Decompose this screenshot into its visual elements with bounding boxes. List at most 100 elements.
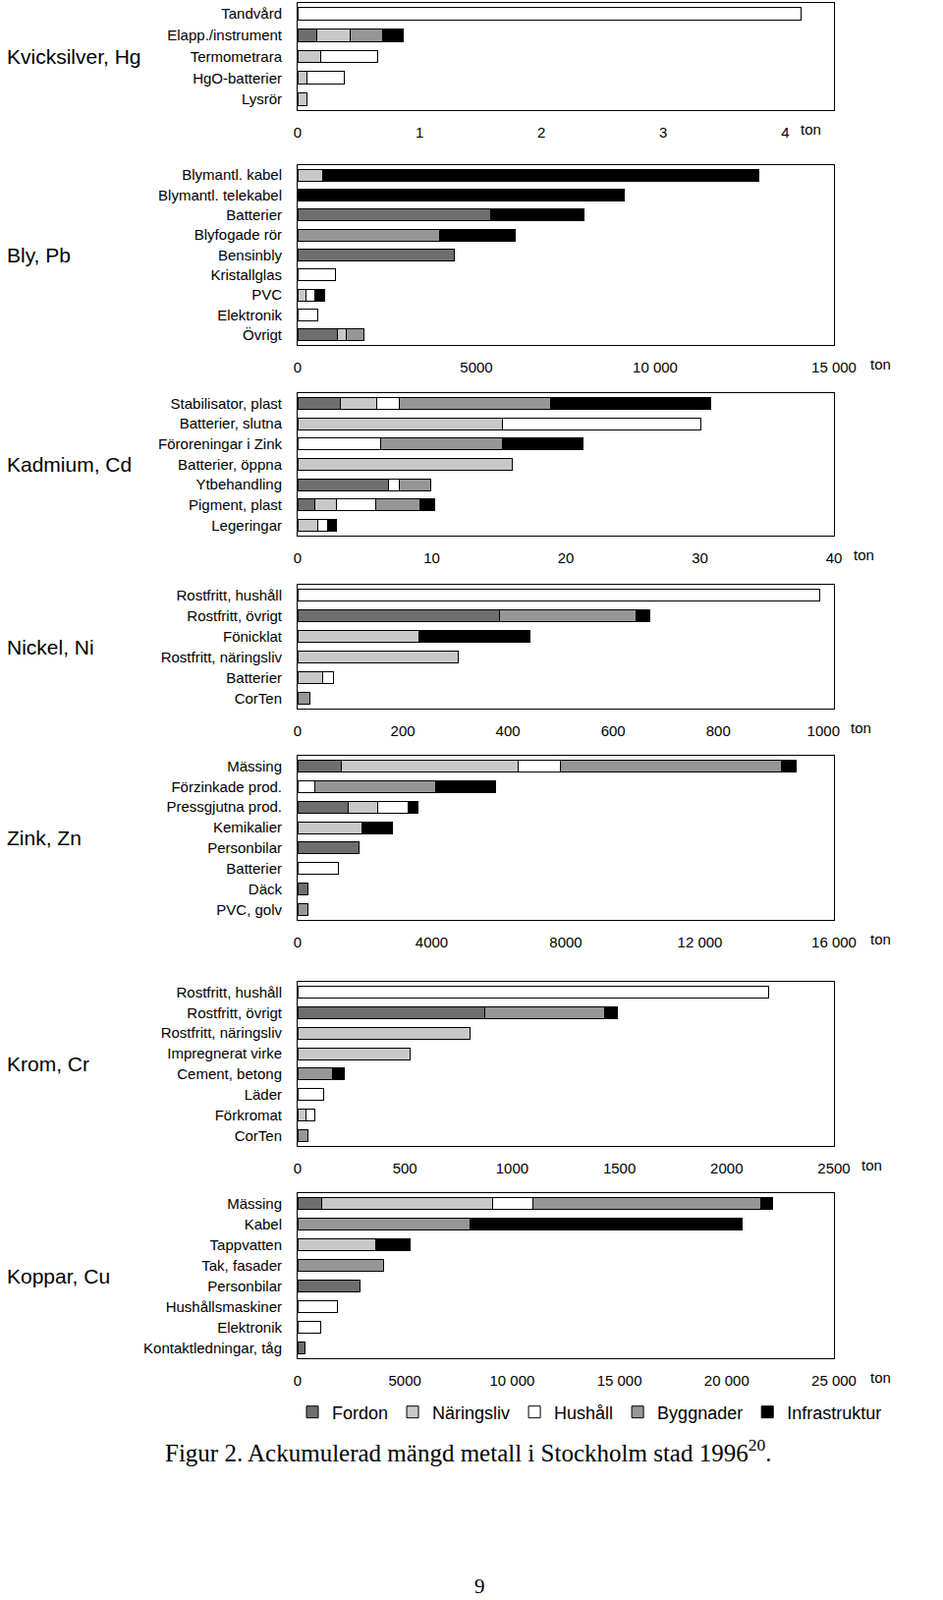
svg-text:Elapp./instrument: Elapp./instrument [166, 26, 283, 44]
svg-text:600: 600 [601, 721, 626, 739]
svg-text:Föroreningar i Zink: Föroreningar i Zink [158, 435, 282, 452]
svg-text:ton: ton [850, 719, 872, 736]
svg-text:500: 500 [392, 1159, 418, 1176]
svg-text:Rostfritt, övrigt: Rostfritt, övrigt [186, 1003, 283, 1021]
svg-text:Termometrara: Termometrara [190, 48, 283, 65]
svg-text:Batterier, öppna: Batterier, öppna [177, 455, 283, 473]
svg-text:4: 4 [780, 123, 789, 141]
svg-text:Batterier: Batterier [225, 859, 282, 877]
svg-text:0: 0 [293, 1371, 302, 1388]
svg-text:3: 3 [659, 123, 667, 141]
svg-text:4000: 4000 [415, 933, 448, 950]
svg-text:Infrastruktur: Infrastruktur [786, 1402, 882, 1423]
svg-text:Personbilar: Personbilar [207, 1276, 282, 1294]
svg-text:Rostfritt, hushåll: Rostfritt, hushåll [175, 983, 282, 1000]
svg-text:Kadmium, Cd: Kadmium, Cd [6, 452, 132, 476]
svg-text:PVC: PVC [251, 285, 282, 303]
svg-text:Läder: Läder [244, 1085, 282, 1103]
svg-text:Rostfritt, övrigt: Rostfritt, övrigt [186, 607, 283, 624]
svg-text:40: 40 [826, 549, 843, 566]
svg-text:2: 2 [537, 123, 546, 141]
svg-text:16 000: 16 000 [811, 933, 857, 950]
svg-text:0: 0 [293, 933, 302, 950]
svg-text:Stabilisator, plast: Stabilisator, plast [170, 394, 283, 412]
svg-text:Kristallglas: Kristallglas [210, 266, 282, 283]
svg-text:20 000: 20 000 [704, 1371, 750, 1388]
svg-text:0: 0 [293, 549, 302, 566]
svg-text:Zink, Zn: Zink, Zn [6, 826, 82, 849]
svg-text:0: 0 [293, 358, 302, 376]
svg-text:10 000: 10 000 [632, 358, 678, 376]
svg-text:0: 0 [293, 1159, 302, 1176]
svg-text:PVC, golv: PVC, golv [216, 900, 282, 918]
svg-text:Hushåll: Hushåll [554, 1402, 613, 1423]
svg-text:Elektronik: Elektronik [217, 1318, 282, 1335]
svg-text:Bly, Pb: Bly, Pb [6, 243, 71, 267]
svg-text:CorTen: CorTen [234, 1126, 282, 1144]
svg-text:15 000: 15 000 [597, 1371, 643, 1388]
svg-text:Förkromat: Förkromat [215, 1106, 283, 1123]
svg-text:20: 20 [557, 549, 575, 566]
svg-text:Batterier: Batterier [225, 668, 282, 686]
svg-text:200: 200 [390, 721, 416, 739]
svg-text:Koppar, Cu: Koppar, Cu [6, 1264, 111, 1287]
svg-text:30: 30 [691, 549, 709, 566]
svg-text:Ytbehandling: Ytbehandling [195, 475, 282, 493]
svg-text:Rostfritt, näringsliv: Rostfritt, näringsliv [161, 1023, 283, 1041]
svg-text:Mässing: Mässing [226, 757, 282, 775]
svg-text:Bensinbly: Bensinbly [218, 246, 283, 264]
svg-text:1500: 1500 [603, 1159, 636, 1176]
svg-text:Impregnerat virke: Impregnerat virke [166, 1044, 282, 1061]
svg-text:Nickel, Ni: Nickel, Ni [6, 635, 95, 659]
svg-text:0: 0 [293, 721, 302, 739]
svg-text:ton: ton [800, 120, 822, 138]
svg-text:10 000: 10 000 [489, 1371, 535, 1388]
svg-text:Batterier, slutna: Batterier, slutna [179, 414, 283, 432]
svg-text:Kemikalier: Kemikalier [213, 818, 282, 835]
svg-text:Lysrör: Lysrör [241, 90, 282, 108]
svg-text:Blymantl. telekabel: Blymantl. telekabel [158, 186, 282, 204]
svg-text:Legeringar: Legeringar [211, 516, 282, 534]
svg-text:1000: 1000 [807, 721, 840, 739]
svg-text:Övrigt: Övrigt [242, 326, 283, 343]
svg-text:ton: ton [870, 355, 891, 373]
svg-text:Rostfritt, hushåll: Rostfritt, hushåll [175, 586, 282, 604]
svg-text:ton: ton [870, 930, 891, 947]
svg-text:Kontaktledningar, tåg: Kontaktledningar, tåg [143, 1338, 282, 1356]
svg-text:Byggnader: Byggnader [657, 1402, 743, 1423]
svg-text:Personbilar: Personbilar [207, 838, 282, 856]
svg-text:800: 800 [706, 721, 731, 739]
svg-text:Cement, betong: Cement, betong [176, 1064, 282, 1082]
svg-text:Batterier: Batterier [225, 206, 282, 223]
svg-text:Fönicklat: Fönicklat [222, 627, 283, 645]
svg-text:15 000: 15 000 [811, 358, 857, 376]
svg-text:Blymantl. kabel: Blymantl. kabel [181, 166, 282, 183]
svg-text:8000: 8000 [549, 933, 582, 950]
svg-text:Däck: Däck [248, 880, 283, 897]
svg-text:Rostfritt, näringsliv: Rostfritt, näringsliv [161, 648, 283, 666]
svg-text:Pigment, plast: Pigment, plast [188, 496, 283, 513]
svg-text:Kabel: Kabel [244, 1215, 282, 1232]
svg-text:1: 1 [415, 123, 424, 141]
svg-text:Figur 2. Ackumulerad mängd met: Figur 2. Ackumulerad mängd metall i Stoc… [165, 1434, 772, 1466]
svg-text:Mässing: Mässing [226, 1194, 282, 1212]
svg-text:5000: 5000 [388, 1371, 422, 1388]
svg-text:Kvicksilver, Hg: Kvicksilver, Hg [6, 45, 142, 68]
svg-text:Pressgjutna prod.: Pressgjutna prod. [166, 797, 282, 815]
svg-text:Fordon: Fordon [332, 1402, 389, 1423]
svg-text:ton: ton [870, 1368, 891, 1386]
svg-text:2500: 2500 [817, 1159, 850, 1176]
svg-text:Tak, fasader: Tak, fasader [201, 1256, 282, 1274]
svg-text:CorTen: CorTen [234, 689, 282, 707]
svg-text:Förzinkade prod.: Förzinkade prod. [170, 777, 282, 795]
svg-text:ton: ton [861, 1156, 883, 1173]
svg-text:9: 9 [474, 1573, 486, 1598]
svg-text:1000: 1000 [496, 1159, 529, 1176]
svg-text:Blyfogade rör: Blyfogade rör [194, 225, 282, 243]
svg-text:HgO-batterier: HgO-batterier [192, 69, 282, 87]
svg-text:Tappvatten: Tappvatten [210, 1235, 282, 1253]
svg-text:25 000: 25 000 [811, 1371, 857, 1388]
svg-text:Tandvård: Tandvård [221, 4, 282, 22]
svg-text:ton: ton [853, 546, 875, 563]
svg-text:5000: 5000 [459, 358, 493, 376]
